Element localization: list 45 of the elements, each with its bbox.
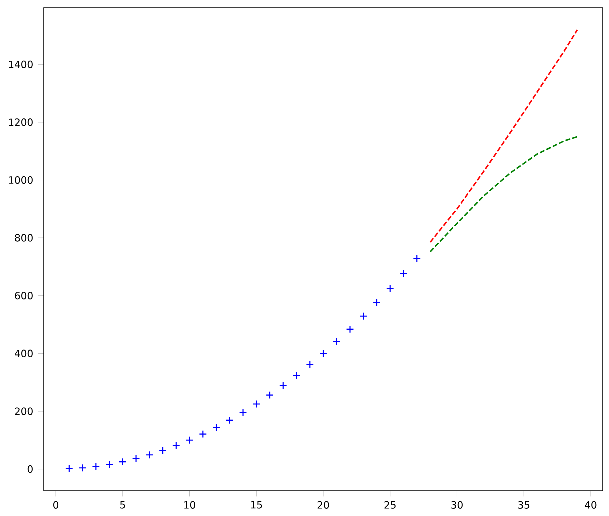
y-tick-label: 1200 <box>9 118 33 126</box>
point <box>252 400 261 408</box>
point <box>132 454 140 463</box>
point <box>320 350 328 358</box>
point <box>292 372 301 380</box>
x-tick-label: 20 <box>318 501 330 509</box>
point <box>332 338 341 346</box>
x-tick-label: 10 <box>184 501 196 509</box>
x-tick-label: 40 <box>585 501 597 509</box>
point <box>65 465 74 474</box>
point <box>92 462 100 471</box>
x-tick-label: 5 <box>120 501 126 509</box>
point <box>212 424 221 432</box>
point <box>118 458 127 466</box>
line-series <box>430 136 578 253</box>
point <box>146 451 154 460</box>
y-tick-label: 0 <box>28 466 33 474</box>
y-tick-label: 1400 <box>9 60 33 68</box>
y-tick-label: 600 <box>15 292 33 300</box>
y-tick-label: 800 <box>15 234 33 242</box>
point <box>386 284 394 293</box>
y-tick-label: 1000 <box>9 176 33 184</box>
y-tick-label: 400 <box>15 350 33 358</box>
point <box>78 464 87 472</box>
point <box>266 391 274 400</box>
point <box>372 298 381 307</box>
point <box>306 360 314 369</box>
point <box>400 270 408 278</box>
x-tick-label: 35 <box>518 501 530 509</box>
point <box>226 416 234 424</box>
x-tick-label: 25 <box>384 501 396 509</box>
point <box>172 442 180 450</box>
point <box>199 430 208 438</box>
point <box>106 460 114 469</box>
x-tick-label: 30 <box>452 501 463 509</box>
point <box>279 382 288 390</box>
point <box>239 408 248 417</box>
point <box>360 312 368 320</box>
point <box>159 446 168 455</box>
y-tick-label: 200 <box>15 408 33 416</box>
x-tick-label: 15 <box>251 501 262 509</box>
point <box>186 436 194 444</box>
point <box>346 325 354 334</box>
point <box>413 254 422 263</box>
x-tick-label: 0 <box>54 501 59 509</box>
